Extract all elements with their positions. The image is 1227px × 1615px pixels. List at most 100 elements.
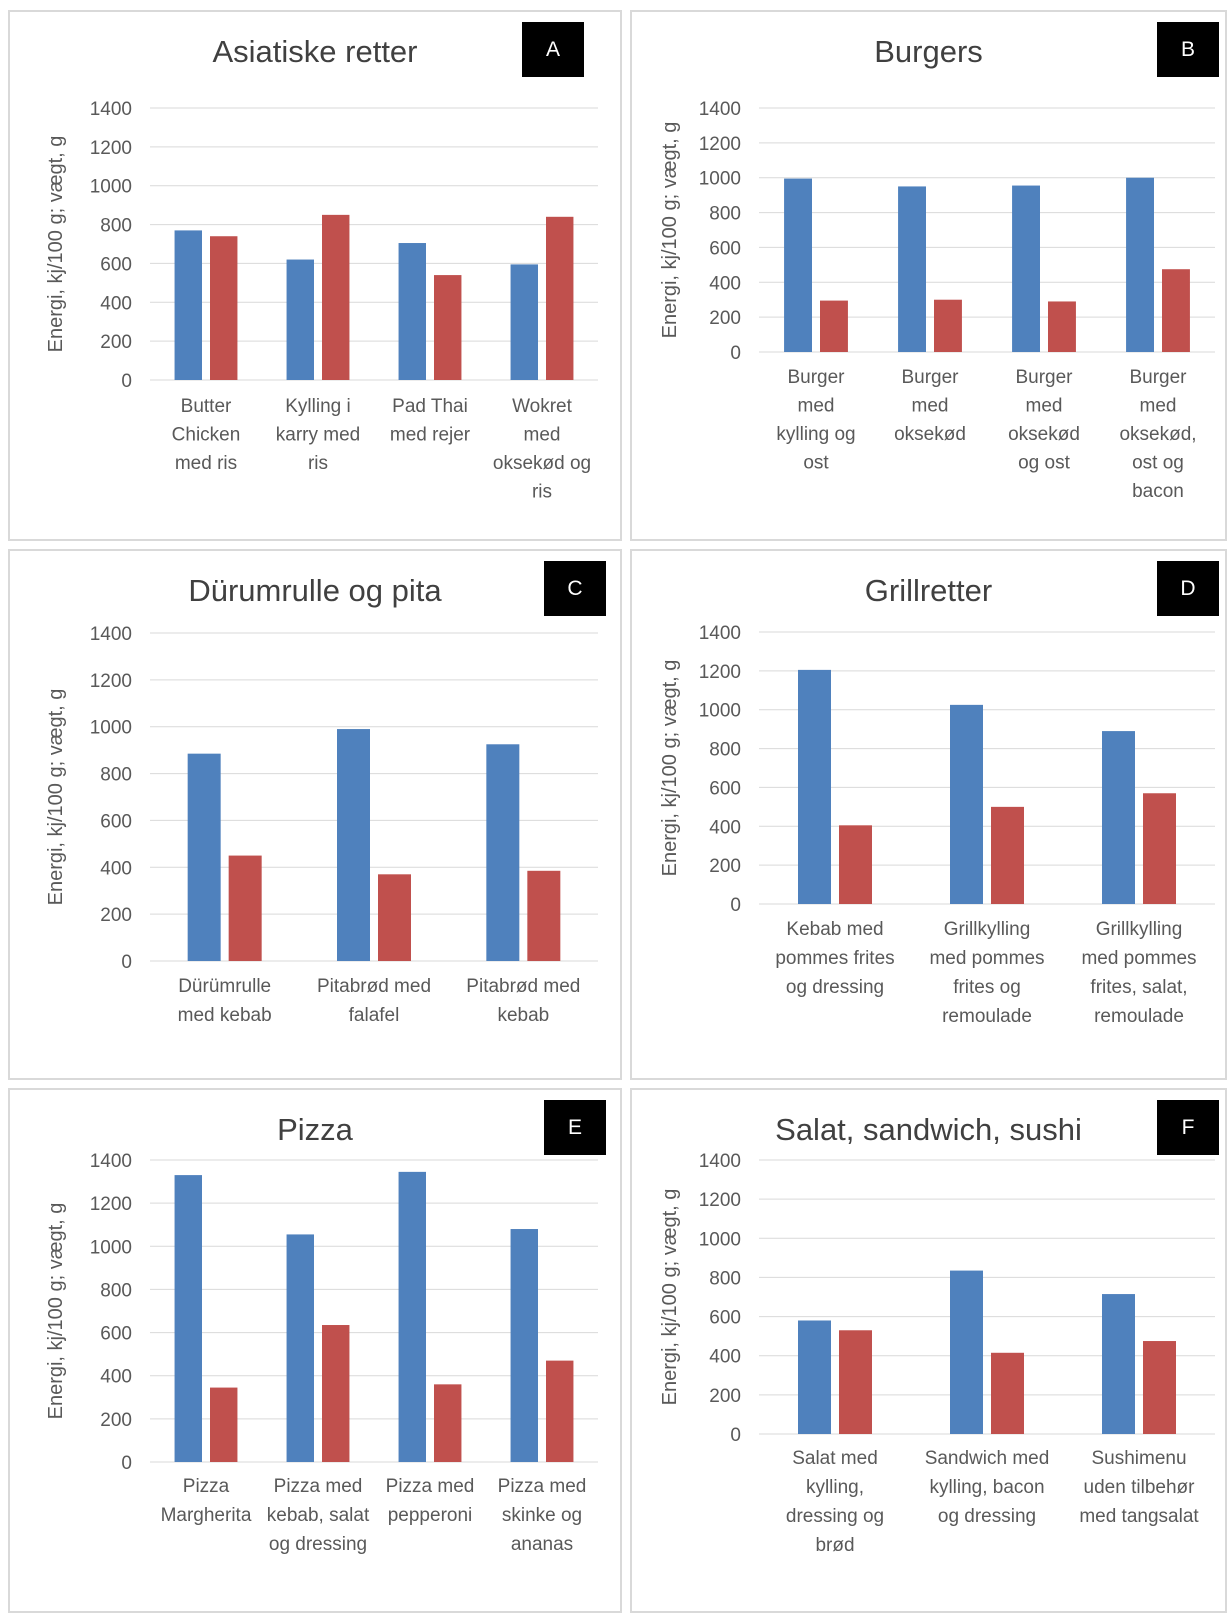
x-category-label: med [912, 396, 949, 417]
x-category-label: frites og [953, 977, 1021, 998]
bar-chart: 0 200 400 600 800 1000 1200 1400 Energi, kj/100 … [45, 624, 598, 1026]
bar [398, 1171, 426, 1462]
y-tick-label: 400 [100, 293, 132, 314]
x-category-label: med rejer [390, 425, 471, 446]
bar [322, 214, 350, 380]
bar [378, 874, 411, 961]
chart-title: Pizza [277, 1112, 353, 1147]
y-tick-label: 1400 [90, 99, 132, 120]
bar [286, 259, 314, 380]
x-category-label: og dressing [269, 1534, 367, 1555]
y-tick-label: 600 [100, 1324, 132, 1345]
x-category-label: uden tilbehør [1084, 1477, 1196, 1498]
x-category-label: Margherita [161, 1505, 252, 1526]
x-category-label: med ris [175, 453, 237, 474]
bar [286, 1234, 314, 1462]
y-tick-label: 800 [100, 216, 132, 237]
x-category-label: ost og [1132, 453, 1184, 474]
y-tick-label: 1000 [90, 1237, 132, 1258]
bar [174, 230, 202, 380]
y-tick-label: 400 [709, 817, 741, 838]
x-category-label: pepperoni [388, 1505, 473, 1526]
x-category-label: Kebab med [786, 919, 883, 940]
bar [839, 825, 872, 904]
x-category-label: ananas [511, 1534, 573, 1555]
y-tick-label: 1400 [699, 99, 741, 120]
bar-chart: 0 200 400 600 800 1000 1200 1400 Energi, kj/100 … [45, 99, 598, 503]
x-category-label: Burger [1015, 367, 1073, 388]
y-tick-label: 1200 [699, 1190, 741, 1211]
y-axis-label: Energi, kj/100 g; vægt, g [45, 689, 67, 906]
y-axis-label: Energi, kj/100 g; vægt, g [659, 122, 681, 339]
y-tick-label: 1000 [90, 718, 132, 739]
bar [510, 264, 538, 380]
panel-label-badge: D [1157, 561, 1219, 616]
bar-chart: 0 200 400 600 800 1000 1200 1400 Energi, kj/100 … [659, 99, 1215, 502]
y-tick-label: 1400 [699, 623, 741, 644]
x-category-label: Butter [181, 396, 232, 417]
y-tick-label: 600 [100, 811, 132, 832]
bar [174, 1175, 202, 1462]
y-tick-label: 200 [100, 905, 132, 926]
y-tick-label: 1000 [699, 1229, 741, 1250]
bar [1162, 269, 1190, 352]
x-category-label: Grillkylling [944, 919, 1031, 940]
y-tick-label: 400 [100, 1367, 132, 1388]
x-category-label: bacon [1132, 481, 1184, 502]
y-tick-label: 200 [709, 1386, 741, 1407]
x-category-label: med [1140, 396, 1177, 417]
y-tick-label: 1200 [90, 671, 132, 692]
y-axis-label: Energi, kj/100 g; vægt, g [45, 136, 67, 353]
x-category-label: Pitabrød med [466, 976, 580, 997]
y-tick-label: 600 [709, 238, 741, 259]
y-tick-label: 800 [709, 1268, 741, 1289]
bar [991, 806, 1024, 904]
y-tick-label: 400 [709, 1347, 741, 1368]
y-tick-label: 1400 [90, 1151, 132, 1172]
bar [950, 704, 983, 904]
bar [1126, 177, 1154, 352]
bar [1143, 793, 1176, 904]
x-category-label: Pizza [183, 1476, 230, 1497]
bar [1143, 1341, 1176, 1434]
bar [1012, 185, 1040, 352]
y-tick-label: 1400 [699, 1151, 741, 1172]
x-category-label: karry med [276, 425, 360, 446]
y-tick-label: 800 [709, 740, 741, 761]
bar-chart: 0 200 400 600 800 1000 1200 1400 Energi, kj/100 … [45, 1151, 598, 1555]
x-category-label: Burger [1129, 367, 1187, 388]
x-category-label: og dressing [786, 977, 884, 998]
y-tick-label: 800 [100, 765, 132, 786]
panel-label-badge: C [544, 561, 606, 616]
bar [1048, 301, 1076, 352]
chart-panel-a: Asiatiske retter A 0 200 400 600 800 1000 1200… [8, 10, 622, 541]
x-category-label: og ost [1018, 453, 1070, 474]
x-category-label: Burger [787, 367, 845, 388]
chart-title: Asiatiske retter [212, 34, 418, 69]
bar [228, 855, 262, 961]
bar [210, 236, 238, 380]
bar [486, 744, 520, 961]
x-category-label: Burger [901, 367, 959, 388]
bar [820, 300, 848, 352]
bar [991, 1352, 1024, 1434]
x-category-label: Sushimenu [1091, 1448, 1186, 1469]
y-tick-label: 1400 [90, 624, 132, 645]
y-tick-label: 400 [100, 858, 132, 879]
y-tick-label: 0 [121, 1453, 132, 1474]
y-axis-label: Energi, kj/100 g; vægt, g [659, 1189, 681, 1406]
x-category-label: oksekød, [1119, 424, 1196, 445]
chart-title: Grillretter [864, 573, 993, 608]
bar-chart: 0 200 400 600 800 1000 1200 1400 Energi, kj/100 … [659, 1151, 1215, 1556]
x-category-label: pommes frites [775, 948, 894, 969]
y-tick-label: 1000 [699, 701, 741, 722]
x-category-label: brød [815, 1535, 854, 1556]
y-tick-label: 1200 [90, 1194, 132, 1215]
x-category-label: dressing og [786, 1506, 884, 1527]
bar [839, 1330, 872, 1434]
bar [798, 669, 831, 904]
panel-label-badge: E [544, 1100, 606, 1155]
bar [337, 729, 370, 961]
y-tick-label: 0 [121, 371, 132, 392]
x-category-label: Pizza med [274, 1476, 363, 1497]
